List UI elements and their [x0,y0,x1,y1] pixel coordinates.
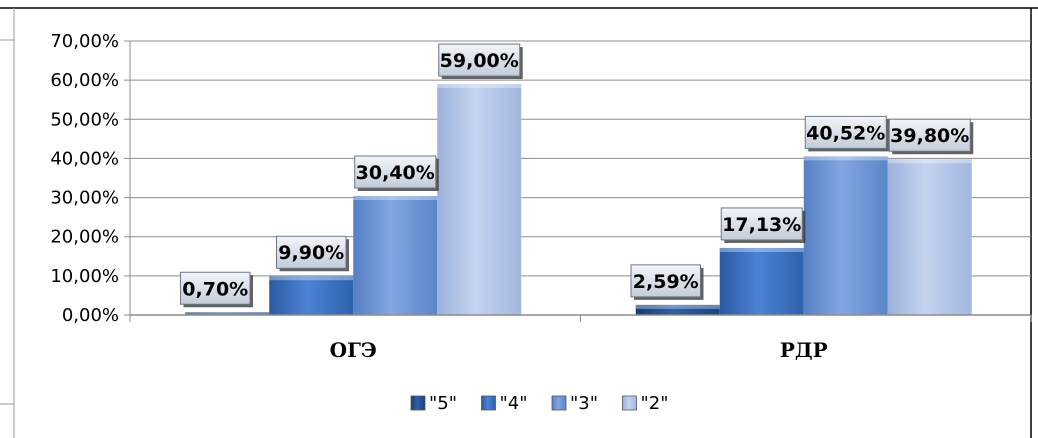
bar-top-highlight [185,312,270,315]
bar-top-highlight [803,156,888,161]
bar [353,196,438,315]
data-label: 0,70% [182,278,248,300]
legend-swatch [622,395,637,411]
legend-label: "3" [570,393,598,414]
legend-label: "4" [500,393,528,414]
bar [803,156,888,315]
y-tick-label: 70,00% [50,31,119,52]
bar-top-highlight [437,84,522,89]
bar [185,312,270,315]
data-label: 59,00% [440,50,519,72]
data-label: 40,52% [806,122,885,144]
data-label-box [720,207,803,241]
data-label-box [804,115,887,149]
bar [269,276,354,315]
y-tick-label: 30,00% [50,188,119,209]
legend-swatch [410,395,426,411]
x-axis-ticks [129,315,1032,322]
data-label-box [180,271,251,305]
data-label-box [276,235,347,269]
y-tick-label: 40,00% [50,148,119,169]
data-label-box [888,118,971,152]
y-axis-tick-labels: 0,00% 10,00% 20,00% 30,00% 40,00% 50,00% 60,00… [50,31,119,326]
data-label: 39,80% [890,125,969,147]
bar [437,84,522,315]
y-tick-label: 60,00% [50,70,119,91]
bar [635,304,720,315]
data-label: 30,40% [356,162,435,184]
bar-top-highlight [635,304,720,309]
bar [719,247,804,315]
legend-swatch [481,395,496,411]
data-labels: 0,70% 9,90% 30,40% 59,00% 2,59% 17,13% 40,52% 3… [180,43,974,308]
data-label-box [630,264,701,298]
data-label: 9,90% [278,242,344,264]
x-axis-category-labels: ОГЭ РДР [330,338,828,362]
legend: "5" "4" "3" "2" [410,393,669,414]
y-tick-label: 10,00% [50,266,119,287]
legend-label: "5" [429,393,457,414]
x-category-label: РДР [780,338,828,362]
bar [887,159,972,315]
y-tick-label: 50,00% [50,109,119,130]
data-label: 2,59% [633,271,699,293]
x-category-label: ОГЭ [330,338,377,362]
y-tick-label: 20,00% [50,227,119,248]
legend-swatch [551,395,567,411]
legend-label: "2" [641,393,669,414]
data-label-box [354,155,437,189]
bar-top-highlight [269,276,354,281]
bar-top-highlight [719,247,804,252]
bar-top-highlight [887,159,972,164]
y-tick-label: 0,00% [62,305,119,326]
data-label-box [438,43,521,77]
bar-top-highlight [353,196,438,201]
bar-series [185,84,972,315]
data-label: 17,13% [722,214,801,236]
